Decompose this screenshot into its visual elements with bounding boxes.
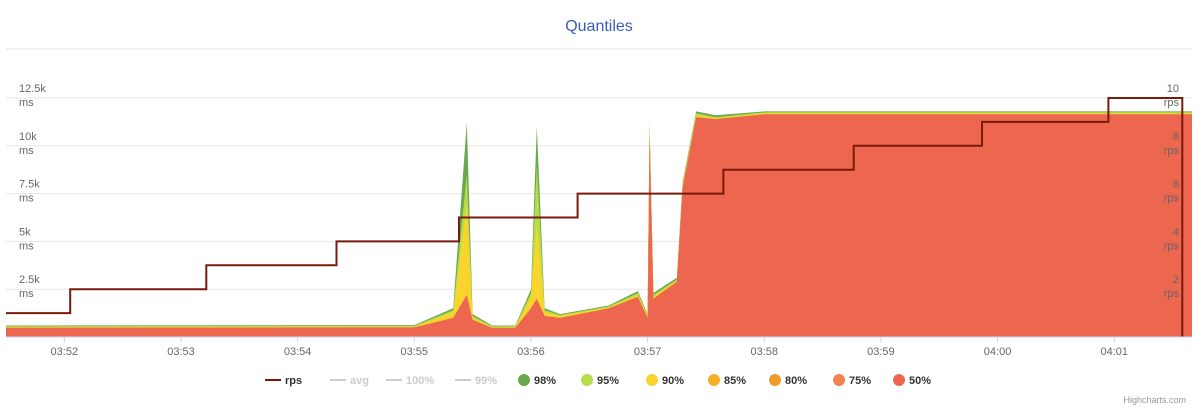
legend-label: 95% bbox=[597, 375, 619, 387]
x-tick-label: 03:56 bbox=[517, 346, 545, 358]
rps-line-layer bbox=[6, 97, 1184, 337]
quantile-areas bbox=[6, 111, 1192, 338]
x-tick-label: 03:58 bbox=[750, 346, 778, 358]
legend-item-99pct[interactable]: 99% bbox=[455, 375, 497, 387]
left-tick-label: 12.5k ms bbox=[19, 83, 46, 109]
legend-item-90pct[interactable]: 90% bbox=[646, 374, 684, 387]
legend-item-avg[interactable]: avg bbox=[330, 375, 369, 387]
legend-label: 100% bbox=[406, 375, 434, 387]
x-tick-label: 03:57 bbox=[634, 346, 662, 358]
right-tick-label: 2 rps bbox=[1164, 274, 1180, 300]
chart-title: Quantiles bbox=[565, 18, 633, 35]
legend-item-98pct[interactable]: 98% bbox=[518, 374, 556, 387]
x-tick-label: 03:55 bbox=[401, 346, 429, 358]
legend-item-80pct[interactable]: 80% bbox=[769, 374, 807, 387]
legend-dot-symbol bbox=[646, 374, 658, 386]
right-y-axis: 2 rps 4 rps 6 rps 8 rps 10 rps bbox=[1164, 83, 1180, 300]
legend-label: rps bbox=[285, 375, 302, 387]
right-tick-label: 10 rps bbox=[1164, 83, 1180, 109]
x-tick-label: 03:59 bbox=[867, 346, 895, 358]
legend-item-85pct[interactable]: 85% bbox=[708, 374, 746, 387]
left-tick-label: 2.5k ms bbox=[19, 274, 40, 300]
x-axis: 03:52 03:53 03:54 03:55 03:56 03:57 03:58 03:59… bbox=[51, 337, 1128, 358]
legend-item-95pct[interactable]: 95% bbox=[581, 374, 619, 387]
left-y-axis: 2.5k ms 5k ms 7.5k ms 10k ms 12.5k ms bbox=[19, 83, 46, 300]
left-tick-label: 5k ms bbox=[19, 226, 34, 252]
x-tick-label: 04:00 bbox=[984, 346, 1012, 358]
legend-label: avg bbox=[350, 375, 369, 387]
legend-label: 50% bbox=[909, 375, 931, 387]
quantile-area-50pct bbox=[6, 114, 1192, 337]
legend-label: 75% bbox=[849, 375, 871, 387]
rps-line bbox=[6, 97, 1184, 337]
x-tick-label: 03:52 bbox=[51, 346, 79, 358]
legend-dot-symbol bbox=[708, 374, 720, 386]
legend-label: 85% bbox=[724, 375, 746, 387]
legend-dot-symbol bbox=[518, 374, 530, 386]
credits-text[interactable]: Highcharts.com bbox=[1123, 395, 1186, 405]
legend-label: 90% bbox=[662, 375, 684, 387]
legend-label: 80% bbox=[785, 375, 807, 387]
legend-item-50pct[interactable]: 50% bbox=[893, 374, 931, 387]
right-tick-label: 6 rps bbox=[1164, 179, 1180, 205]
x-tick-label: 03:54 bbox=[284, 346, 312, 358]
legend-dot-symbol bbox=[893, 374, 905, 386]
legend-item-75pct[interactable]: 75% bbox=[833, 374, 871, 387]
legend-dot-symbol bbox=[769, 374, 781, 386]
legend: rps avg 100% 99% 98% 95% 90% 85% 80% 75% 50% bbox=[265, 374, 931, 387]
left-tick-label: 10k ms bbox=[19, 131, 37, 157]
legend-dot-symbol bbox=[833, 374, 845, 386]
x-tick-label: 03:53 bbox=[167, 346, 195, 358]
legend-item-rps[interactable]: rps bbox=[265, 375, 302, 387]
legend-item-100pct[interactable]: 100% bbox=[386, 375, 434, 387]
right-tick-label: 4 rps bbox=[1164, 226, 1180, 252]
legend-label: 98% bbox=[534, 375, 556, 387]
x-tick-label: 04:01 bbox=[1100, 346, 1128, 358]
legend-label: 99% bbox=[475, 375, 497, 387]
right-tick-label: 8 rps bbox=[1164, 131, 1180, 157]
left-tick-label: 7.5k ms bbox=[19, 179, 40, 205]
legend-dot-symbol bbox=[581, 374, 593, 386]
